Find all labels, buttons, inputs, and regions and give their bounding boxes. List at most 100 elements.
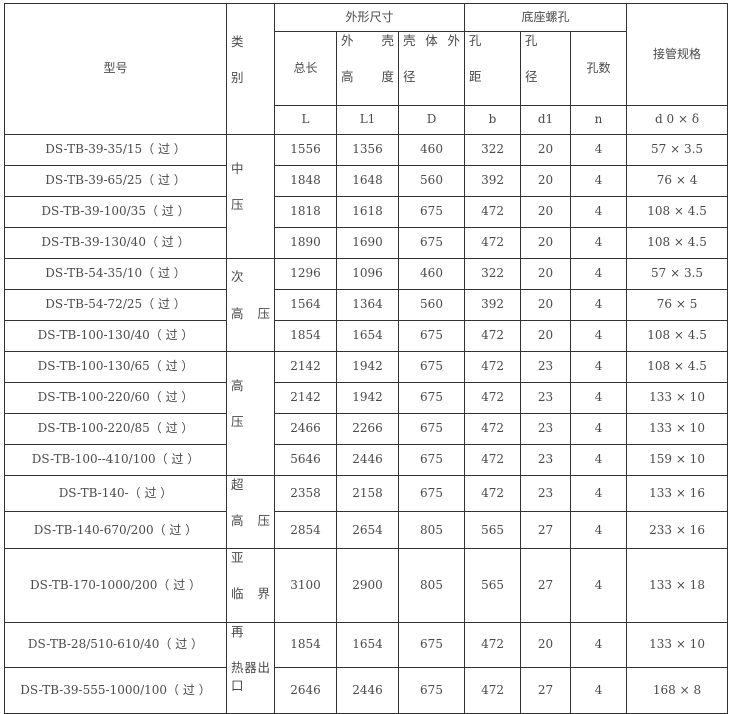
cell-category-line2: 压 (231, 414, 244, 429)
cell-total-length: 1818 (274, 195, 337, 228)
cell-pipe-spec: 108 × 4.5 (626, 195, 729, 228)
cell-category: 亚临界 (226, 548, 275, 623)
cell-shell-od: 560 (397, 164, 466, 197)
cell-model: DS-TB-140-（ 过 ） (4, 474, 227, 513)
cell-shell-od: 805 (397, 511, 466, 549)
cell-category-line2: 临界 (231, 586, 270, 602)
cell-hole-diameter: 20 (520, 226, 572, 259)
cell-category: 中压 (226, 133, 275, 259)
cell-pipe-spec: 133 × 18 (626, 548, 729, 623)
cell-hole-count: 4 (570, 443, 628, 476)
cell-pipe-spec: 133 × 10 (626, 412, 729, 445)
cell-category: 再热器出口 (226, 621, 275, 714)
cell-shell-height: 2654 (336, 511, 399, 549)
header-shell-height: 外壳 高度 (336, 31, 399, 106)
cell-pipe-spec: 57 × 3.5 (626, 257, 729, 290)
symbol-n: n (570, 104, 628, 135)
header-category-line2: 别 (231, 69, 244, 85)
cell-shell-height: 1654 (336, 319, 399, 352)
cell-pipe-spec: 133 × 16 (626, 474, 729, 513)
cell-pipe-spec: 76 × 4 (626, 164, 729, 197)
cell-hole-count: 4 (570, 195, 628, 228)
table-row: DS-TB-140-（ 过 ）超高压 2358 2158 675 472 23 4 133 ×… (4, 474, 729, 549)
cell-shell-od: 805 (397, 548, 466, 623)
header-row-groups: 型号类别外形尺寸 底座螺孔 接管规格 (4, 3, 729, 135)
cell-shell-height: 2900 (336, 548, 399, 623)
cell-hole-count: 4 (570, 133, 628, 166)
cell-hole-diameter: 27 (520, 548, 572, 623)
cell-hole-diameter: 23 (520, 350, 572, 383)
cell-model: DS-TB-39-65/25（ 过 ） (4, 164, 227, 197)
header-hole-diameter: 孔径 (520, 31, 572, 106)
cell-shell-od: 675 (397, 381, 466, 414)
cell-category-line1: 亚 (231, 550, 244, 565)
cell-model: DS-TB-28/510-610/40（ 过 ） (4, 621, 227, 669)
cell-hole-count: 4 (570, 511, 628, 549)
table-row: DS-TB-100--410/100（ 过 ） 5646 2446 675 472 23 4… (4, 443, 729, 476)
cell-hole-diameter: 23 (520, 381, 572, 414)
cell-shell-od: 675 (397, 226, 466, 259)
table-row: DS-TB-39-555-1000/100（ 过 ） 2646 2446 675 472… (4, 667, 729, 714)
cell-hole-pitch: 322 (464, 133, 522, 166)
header-shell-od-line1: 壳体外 (403, 33, 461, 48)
cell-hole-count: 4 (570, 350, 628, 383)
symbol-L: L (274, 104, 337, 135)
cell-hole-diameter: 20 (520, 621, 572, 669)
cell-model: DS-TB-39-130/40（ 过 ） (4, 226, 227, 259)
table-row: DS-TB-39-35/15（ 过 ）中压 1556 1356 460 322 20 4 57… (4, 133, 729, 259)
header-hole-pitch: 孔距 (464, 31, 522, 106)
table-row: DS-TB-39-65/25（ 过 ） 1848 1648 560 392 20 4 76 ×… (4, 164, 729, 197)
cell-hole-count: 4 (570, 474, 628, 513)
cell-shell-height: 2446 (336, 667, 399, 714)
cell-hole-pitch: 472 (464, 621, 522, 669)
header-category-line1: 类 (231, 33, 244, 49)
cell-category-line1: 高 (231, 377, 244, 393)
cell-hole-pitch: 472 (464, 195, 522, 228)
header-group-pipe-spec: 接管规格 (626, 3, 729, 106)
header-hole-count: 孔数 (570, 31, 628, 106)
header-hole-diameter-line2: 径 (525, 69, 538, 85)
cell-shell-height: 2158 (336, 474, 399, 513)
cell-pipe-spec: 108 × 4.5 (626, 319, 729, 352)
header-shell-od-line2: 径 (403, 69, 416, 85)
cell-shell-od: 675 (397, 195, 466, 228)
cell-shell-height: 1618 (336, 195, 399, 228)
header-hole-pitch-line1: 孔 (469, 33, 482, 48)
cell-category-line1: 中 (231, 160, 244, 176)
header-shell-height-line2: 高度 (341, 69, 394, 85)
cell-total-length: 1848 (274, 164, 337, 197)
cell-shell-od: 675 (397, 350, 466, 383)
table-row: DS-TB-100-130/40（ 过 ） 1854 1654 675 472 20 4 10… (4, 319, 729, 352)
cell-shell-height: 1096 (336, 257, 399, 290)
cell-total-length: 2854 (274, 511, 337, 549)
table-row: DS-TB-100-130/65（ 过 ）高压 2142 1942 675 472 23 4… (4, 350, 729, 476)
table-row: DS-TB-54-35/10（ 过 ）次高压 1296 1096 460 322 20 4 5… (4, 257, 729, 352)
cell-shell-od: 675 (397, 474, 466, 513)
cell-pipe-spec: 133 × 10 (626, 621, 729, 669)
cell-hole-pitch: 472 (464, 443, 522, 476)
symbol-d1: d1 (520, 104, 572, 135)
cell-hole-count: 4 (570, 164, 628, 197)
cell-total-length: 2142 (274, 350, 337, 383)
cell-hole-count: 4 (570, 621, 628, 669)
cell-category: 高压 (226, 350, 275, 476)
cell-pipe-spec: 159 × 10 (626, 443, 729, 476)
cell-shell-od: 675 (397, 443, 466, 476)
header-row-subcolumns: 总长 外壳 高度 壳体外径孔距孔径孔数 (5, 31, 728, 106)
header-category: 类别 (226, 3, 275, 135)
cell-shell-height: 1654 (336, 621, 399, 669)
cell-model: DS-TB-100-220/60（ 过 ） (4, 381, 227, 414)
cell-model: DS-TB-170-1000/200（ 过 ） (4, 548, 227, 623)
cell-hole-diameter: 20 (520, 288, 572, 321)
cell-pipe-spec: 57 × 3.5 (626, 133, 729, 166)
cell-shell-od: 675 (397, 319, 466, 352)
cell-hole-diameter: 20 (520, 133, 572, 166)
cell-model: DS-TB-39-555-1000/100（ 过 ） (4, 667, 227, 714)
cell-hole-count: 4 (570, 667, 628, 714)
cell-model: DS-TB-140-670/200（ 过 ） (4, 511, 227, 549)
table-row: DS-TB-39-100/35（ 过 ） 1818 1618 675 472 20 4 108… (4, 195, 729, 228)
table-row: DS-TB-54-72/25（ 过 ） 1564 1364 560 392 20 4 76 ×… (4, 288, 729, 321)
